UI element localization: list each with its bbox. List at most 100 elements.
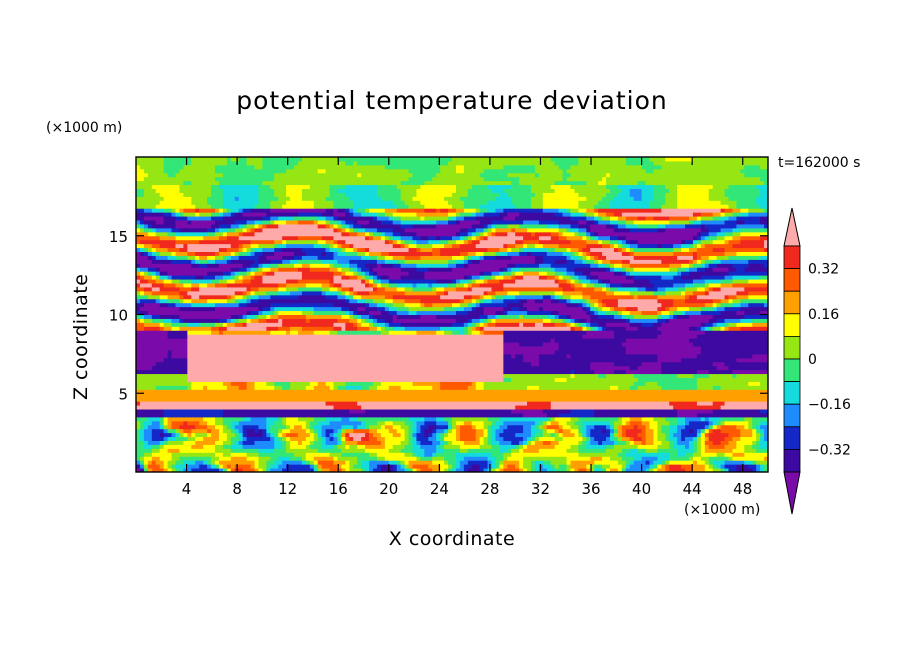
heatmap-cell <box>685 369 690 375</box>
heatmap-cell <box>637 436 643 441</box>
heatmap-cell <box>653 389 658 394</box>
heatmap-cell <box>617 448 623 453</box>
heatmap-cell <box>341 468 346 473</box>
heatmap-cell <box>629 448 635 453</box>
heatmap-cell <box>736 416 741 422</box>
heatmap-cell <box>744 432 749 438</box>
heatmap-cell <box>602 468 607 473</box>
heatmap-cell <box>329 436 334 441</box>
heatmap-cell <box>345 448 350 453</box>
heatmap-cell <box>301 440 307 445</box>
heatmap-cell <box>218 409 224 414</box>
heatmap-cell <box>349 428 354 434</box>
heatmap-cell <box>613 385 619 390</box>
heatmap-cell <box>242 448 248 453</box>
heatmap-cell <box>728 468 733 473</box>
heatmap-cell <box>151 452 157 457</box>
heatmap-cell <box>195 369 200 375</box>
heatmap-cell <box>700 377 706 382</box>
heatmap-cell <box>400 448 406 453</box>
heatmap-cell <box>416 377 421 382</box>
heatmap-cell <box>294 420 299 426</box>
heatmap-cell <box>653 424 658 430</box>
heatmap-cell <box>574 361 579 367</box>
heatmap-cell <box>290 409 295 414</box>
heatmap-cell <box>681 389 686 394</box>
heatmap-cell <box>179 444 184 449</box>
heatmap-cell <box>692 460 698 465</box>
heatmap-cell <box>234 397 240 402</box>
heatmap-cell <box>246 452 252 457</box>
heatmap-cell <box>637 460 643 465</box>
heatmap-cell <box>594 436 599 441</box>
heatmap-cell <box>760 365 765 371</box>
heatmap-cell <box>187 405 192 410</box>
heatmap-cell <box>365 365 370 371</box>
heatmap-cell <box>582 436 587 441</box>
heatmap-cell <box>151 424 157 430</box>
heatmap-cell <box>641 412 647 418</box>
heatmap-cell <box>139 381 145 386</box>
heatmap-cell <box>732 401 737 406</box>
heatmap-cell <box>570 412 575 418</box>
heatmap-cell <box>353 448 358 453</box>
heatmap-cell <box>503 357 508 363</box>
heatmap-cell <box>527 361 532 367</box>
heatmap-cell <box>463 409 469 414</box>
heatmap-cell <box>459 357 465 363</box>
heatmap-cell <box>689 405 694 410</box>
heatmap-cell <box>294 357 299 363</box>
heatmap-cell <box>471 456 477 461</box>
heatmap-cell <box>764 397 769 402</box>
heatmap-cell <box>606 440 611 445</box>
heatmap-cell <box>207 420 212 426</box>
heatmap-cell <box>345 365 350 371</box>
heatmap-cell <box>294 432 299 438</box>
heatmap-cell <box>637 444 643 449</box>
heatmap-cell <box>681 405 686 410</box>
heatmap-cell <box>183 456 188 461</box>
heatmap-cell <box>400 349 406 355</box>
heatmap-cell <box>700 468 706 473</box>
heatmap-cell <box>531 412 536 418</box>
heatmap-cell <box>756 373 761 378</box>
heatmap-cell <box>337 349 342 355</box>
heatmap-cell <box>677 377 682 382</box>
heatmap-cell <box>290 369 295 375</box>
heatmap-cell <box>641 385 647 390</box>
heatmap-cell <box>428 401 433 406</box>
heatmap-cell <box>677 468 682 473</box>
heatmap-cell <box>416 448 421 453</box>
heatmap-cell <box>420 373 425 378</box>
heatmap-cell <box>677 448 682 453</box>
heatmap-cell <box>708 416 714 422</box>
heatmap-cell <box>704 405 710 410</box>
heatmap-cell <box>345 377 350 382</box>
heatmap-cell <box>309 397 315 402</box>
heatmap-cell <box>704 412 710 418</box>
heatmap-cell <box>692 412 698 418</box>
heatmap-cell <box>752 389 757 394</box>
heatmap-cell <box>333 373 338 378</box>
heatmap-cell <box>692 365 698 371</box>
heatmap-cell <box>211 346 216 351</box>
heatmap-cell <box>716 361 722 367</box>
heatmap-cell <box>266 412 271 418</box>
heatmap-cell <box>282 373 287 378</box>
heatmap-cell <box>408 448 413 453</box>
heatmap-cell <box>428 361 433 367</box>
heatmap-cell <box>305 452 311 457</box>
heatmap-cell <box>479 424 485 430</box>
heatmap-cell <box>562 401 568 406</box>
heatmap-cell <box>444 381 449 386</box>
heatmap-cell <box>550 369 556 375</box>
heatmap-cell <box>361 416 366 422</box>
heatmap-cell <box>151 361 157 367</box>
heatmap-cell <box>341 464 346 469</box>
heatmap-cell <box>242 409 248 414</box>
heatmap-cell <box>459 353 465 359</box>
heatmap-cell <box>159 393 165 398</box>
heatmap-cell <box>424 373 429 378</box>
heatmap-cell <box>282 420 287 426</box>
heatmap-cell <box>408 393 413 398</box>
